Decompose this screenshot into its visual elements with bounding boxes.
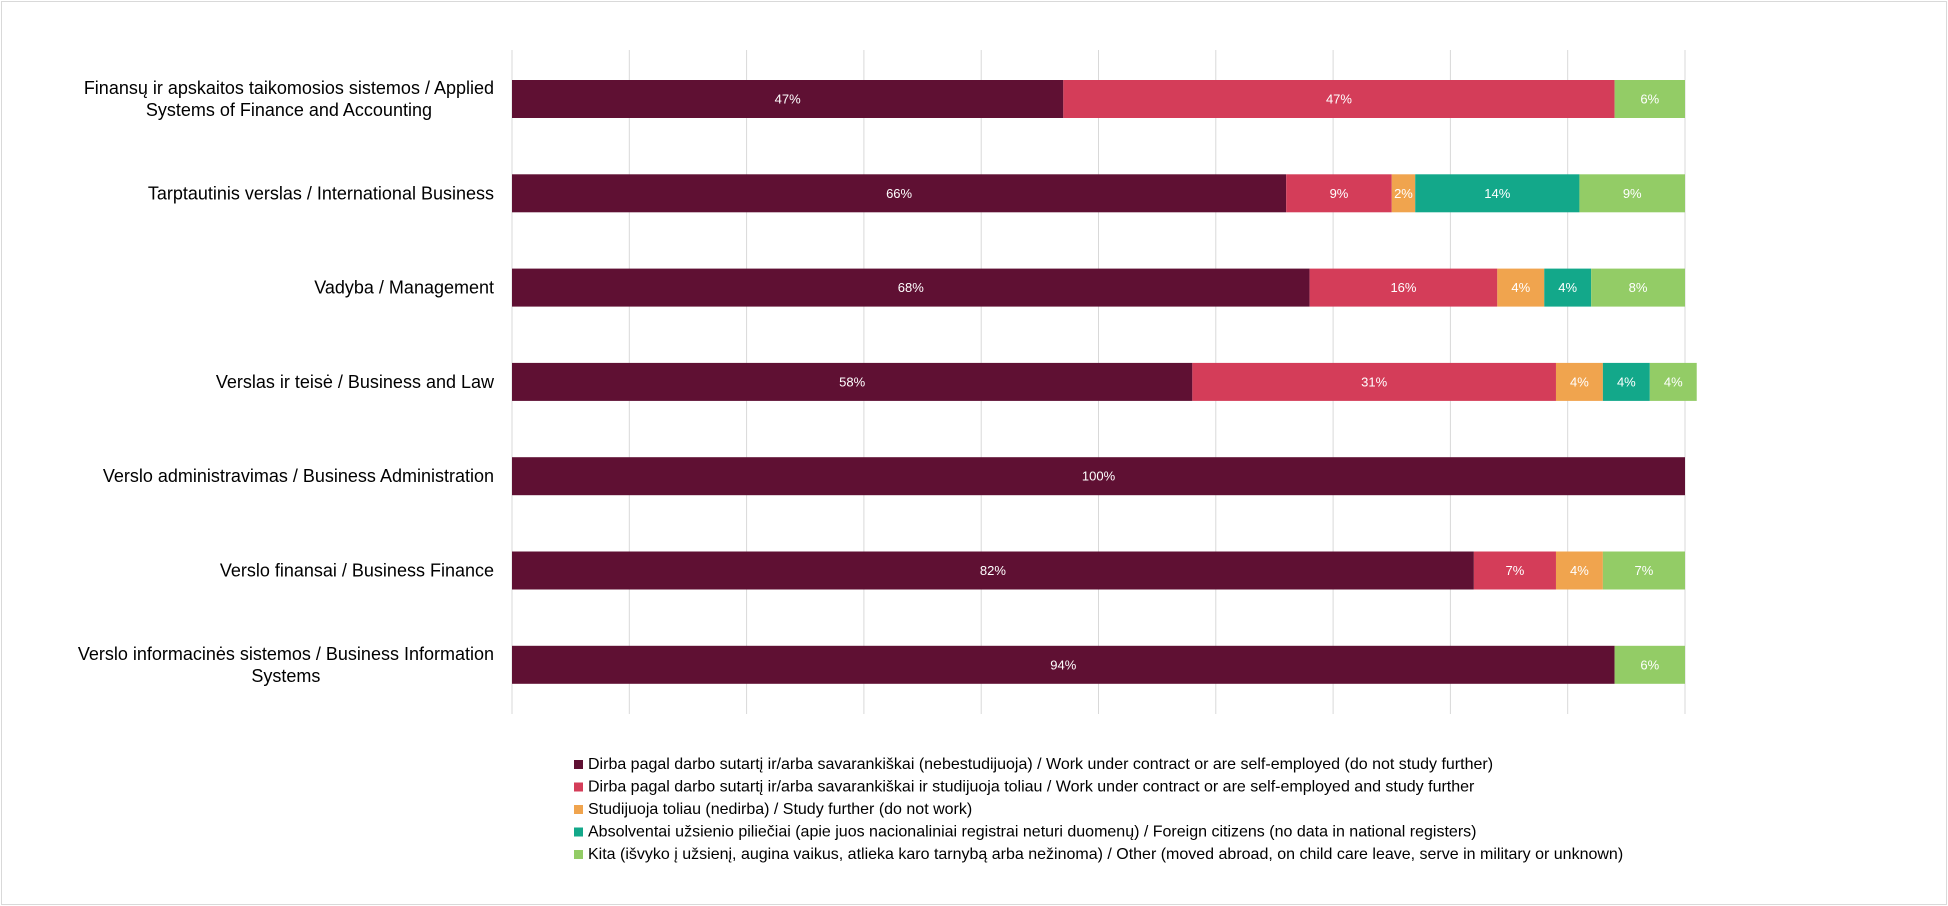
data-label-cat3-series2: 4% xyxy=(1570,374,1589,389)
bar-segment-cat1-series0 xyxy=(512,174,1287,213)
bar-segment-cat5-series4 xyxy=(1602,551,1685,590)
category-label-4: Verslo administravimas / Business Admini… xyxy=(103,466,494,486)
bar-segment-cat3-series1 xyxy=(1192,362,1556,401)
data-label-cat0-series4: 6% xyxy=(1640,92,1659,107)
bar-segment-cat0-series1 xyxy=(1063,80,1615,118)
data-label-cat5-series4: 7% xyxy=(1635,563,1654,578)
bar-segment-cat2-series3 xyxy=(1544,268,1592,307)
bar-segment-cat2-series4 xyxy=(1591,268,1685,307)
category-labels: Finansų ir apskaitos taikomosios sistemo… xyxy=(78,78,495,686)
category-label-3: Verslas ir teisė / Business and Law xyxy=(216,372,495,392)
legend-label-1: Dirba pagal darbo sutartį ir/arba savara… xyxy=(588,779,1475,796)
bar-segment-cat1-series2 xyxy=(1391,174,1416,213)
data-label-cat1-series3: 14% xyxy=(1484,186,1510,201)
category-label-0: Finansų ir apskaitos taikomosios sistemo… xyxy=(84,78,494,120)
data-label-cat1-series4: 9% xyxy=(1623,186,1642,201)
data-label-cat6-series4: 6% xyxy=(1640,657,1659,672)
legend-swatch-2 xyxy=(574,805,583,814)
legend-label-4: Kita (išvyko į užsienį, augina vaikus, a… xyxy=(588,846,1623,863)
bar-segment-cat2-series2 xyxy=(1497,268,1545,307)
data-label-cat3-series1: 31% xyxy=(1361,374,1387,389)
bar-segment-cat3-series3 xyxy=(1602,362,1650,401)
data-label-cat6-series0: 94% xyxy=(1050,657,1076,672)
legend-label-0: Dirba pagal darbo sutartį ir/arba savara… xyxy=(588,756,1493,773)
legend-swatch-3 xyxy=(574,827,583,837)
bar-segment-cat5-series0 xyxy=(512,551,1474,590)
data-label-cat5-series2: 4% xyxy=(1570,563,1589,578)
bar-segment-cat5-series1 xyxy=(1473,551,1556,590)
bar-segment-cat1-series4 xyxy=(1579,174,1685,213)
legend: Dirba pagal darbo sutartį ir/arba savara… xyxy=(574,756,1623,863)
legend-label-3: Absolventai užsienio piliečiai (apie juo… xyxy=(588,824,1476,841)
bar-segment-cat1-series1 xyxy=(1286,174,1392,213)
bar-segment-cat2-series0 xyxy=(512,268,1310,307)
category-label-1: Tarptautinis verslas / International Bus… xyxy=(148,183,494,203)
bar-segment-cat6-series4 xyxy=(1614,645,1685,684)
data-label-cat3-series0: 58% xyxy=(839,374,865,389)
data-label-cat4-series0: 100% xyxy=(1082,469,1116,484)
data-label-cat1-series0: 66% xyxy=(886,186,912,201)
category-label-6: Verslo informacinės sistemos / Business … xyxy=(78,644,494,686)
legend-swatch-4 xyxy=(574,850,583,859)
legend-swatch-1 xyxy=(574,782,583,792)
category-label-5: Verslo finansai / Business Finance xyxy=(220,561,494,581)
category-label-2: Vadyba / Management xyxy=(314,278,494,298)
data-label-cat2-series4: 8% xyxy=(1629,280,1648,295)
data-label-cat2-series3: 4% xyxy=(1558,280,1577,295)
bar-segment-cat0-series0 xyxy=(512,80,1064,118)
data-label-cat3-series3: 4% xyxy=(1617,374,1636,389)
bar-segment-cat0-series4 xyxy=(1614,80,1685,118)
data-label-cat1-series1: 9% xyxy=(1330,186,1349,201)
data-label-cat2-series2: 4% xyxy=(1511,280,1530,295)
data-label-cat2-series0: 68% xyxy=(898,280,924,295)
bar-segment-cat1-series3 xyxy=(1415,174,1580,213)
data-label-cat2-series1: 16% xyxy=(1390,280,1416,295)
bar-segment-cat4-series0 xyxy=(512,457,1685,496)
bars xyxy=(512,80,1697,684)
data-label-cat5-series1: 7% xyxy=(1506,563,1525,578)
legend-label-2: Studijuoja toliau (nedirba) / Study furt… xyxy=(588,801,972,818)
data-labels: 47% 47% 6% 66% 9% 2% 14% 9% 68% 16% 4% 4% 8% 58% 31% 4%… xyxy=(775,92,1683,673)
bar-segment-cat3-series4 xyxy=(1649,362,1697,401)
data-label-cat0-series1: 47% xyxy=(1326,92,1352,107)
bar-segment-cat3-series2 xyxy=(1555,362,1603,401)
bar-segment-cat5-series2 xyxy=(1555,551,1603,590)
bar-segment-cat2-series1 xyxy=(1309,268,1498,307)
data-label-cat5-series0: 82% xyxy=(980,563,1006,578)
bar-segment-cat3-series0 xyxy=(512,362,1193,401)
bar-segment-cat6-series0 xyxy=(512,645,1615,684)
legend-swatch-0 xyxy=(574,760,583,769)
data-label-cat0-series0: 47% xyxy=(775,92,801,107)
data-label-cat3-series4: 4% xyxy=(1664,374,1683,389)
data-label-cat1-series2: 2% xyxy=(1394,186,1413,201)
